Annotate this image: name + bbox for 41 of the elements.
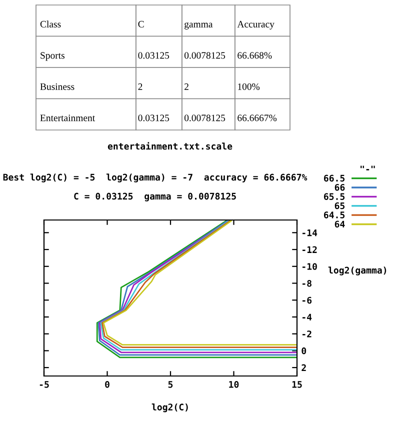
x-tick-label: 0 xyxy=(105,381,110,388)
y-tick-label: -6 xyxy=(302,296,312,304)
text: 100% xyxy=(238,83,260,90)
legend-label: 64 xyxy=(334,220,345,228)
text: 0.0078125 xyxy=(184,52,226,59)
y-tick-label: 2 xyxy=(302,364,306,371)
y-tick-label: -8 xyxy=(302,280,312,287)
text: 66.668% xyxy=(238,52,272,59)
text: 0.03125 xyxy=(138,52,170,59)
x-tick-label: 10 xyxy=(229,381,239,388)
y-tick-label: -12 xyxy=(302,246,317,253)
y-axis-title: log2(gamma) xyxy=(328,266,386,276)
text: 2 xyxy=(138,83,142,90)
text: Accuracy xyxy=(237,20,274,30)
legend-label: 65 xyxy=(334,202,345,210)
text: Class xyxy=(40,20,61,28)
legend-label: 66.5 xyxy=(324,174,345,182)
y-tick-label: 0 xyxy=(302,347,306,354)
y-tick-label: -14 xyxy=(302,229,318,236)
y-tick-label: -10 xyxy=(302,263,317,270)
text: 2 xyxy=(184,83,188,90)
y-tick-label: -2 xyxy=(302,330,312,338)
x-axis-title: log2(C) xyxy=(152,403,188,412)
text: Entertainment xyxy=(40,114,96,122)
text: 0.03125 xyxy=(138,114,170,122)
chart-title: entertainment.txt.scale xyxy=(108,142,232,150)
text: C xyxy=(138,20,144,28)
chart-subtitle: Best log2(C) = -5 log2(gamma) = -7 accuracy = 66.6667% C = 0.03125 gamma = 0.0078125 xyxy=(3,174,308,202)
text: 66.6667% xyxy=(238,114,277,122)
legend-label: 64.5 xyxy=(324,212,345,218)
x-tick-label: 5 xyxy=(168,381,173,388)
legend-label: 66 xyxy=(334,184,345,191)
text: 0.0078125 xyxy=(184,114,226,122)
text: gamma xyxy=(184,22,213,30)
text: Business xyxy=(40,83,74,90)
x-tick-label: -5 xyxy=(40,381,49,388)
x-tick-label: 15 xyxy=(292,381,302,388)
legend-label: 65.5 xyxy=(324,193,345,200)
text: Sports xyxy=(40,52,64,61)
legend-title: "-" xyxy=(360,166,375,170)
y-tick-label: -4 xyxy=(302,314,312,320)
